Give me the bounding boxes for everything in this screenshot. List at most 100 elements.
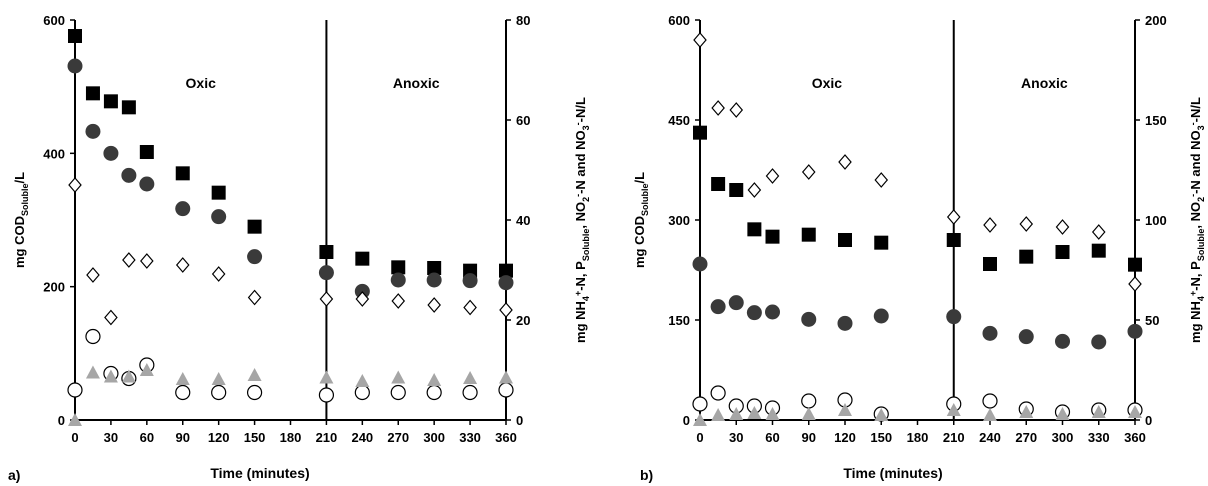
data-point-diamond-open <box>693 32 707 48</box>
x-tick-label: 60 <box>140 430 154 445</box>
data-point-circle-filled <box>462 273 478 289</box>
data-point-triangle <box>211 372 226 385</box>
x-tick-label: 240 <box>351 430 373 445</box>
data-point-diamond-open <box>765 168 780 184</box>
x-tick-label: 90 <box>802 430 816 445</box>
data-point-circle-open <box>692 396 708 412</box>
x-tick-label: 120 <box>208 430 230 445</box>
data-point-diamond-open <box>874 172 889 188</box>
data-point-diamond-open <box>319 291 334 307</box>
data-point-diamond-open <box>68 177 82 193</box>
x-tick-label: 300 <box>1052 430 1074 445</box>
data-point-triangle <box>391 370 406 384</box>
x-tick-label: 120 <box>834 430 856 445</box>
data-point-triangle <box>355 374 370 387</box>
phase-label: Oxic <box>812 75 843 91</box>
data-point-diamond-open <box>983 217 997 233</box>
data-point-circle-filled <box>1018 329 1034 345</box>
x-tick-label: 0 <box>696 430 703 445</box>
data-point-square <box>355 251 370 266</box>
phase-label: Anoxic <box>393 75 440 91</box>
data-point-triangle <box>463 371 478 384</box>
y-right-axis-label: mg NH4+-N, PSoluble, NO2--N and NO3--N/L <box>1188 97 1206 343</box>
data-point-circle-filled <box>498 275 514 291</box>
panel-label: a) <box>8 467 20 483</box>
x-tick-label: 150 <box>244 430 266 445</box>
panel-b: 0 30 60 90 120 150 180 210 240 270 300 330 360 0 150 30… <box>632 13 1206 483</box>
y-left-tick-label: 600 <box>43 13 65 28</box>
x-tick-label: 270 <box>387 430 409 445</box>
y-right-tick-label: 100 <box>1145 213 1167 228</box>
y-left-axis-label: mg CODSoluble/L <box>12 172 30 268</box>
data-point-square <box>247 219 262 234</box>
data-point-triangle <box>946 403 961 416</box>
data-point-diamond-open <box>122 252 136 268</box>
data-point-circle-filled <box>85 123 101 139</box>
data-point-diamond-open <box>86 267 100 283</box>
data-point-diamond-open <box>463 299 477 316</box>
data-point-triangle <box>874 408 889 421</box>
y-left-tick-label: 600 <box>668 13 690 28</box>
data-point-diamond-open <box>499 302 513 318</box>
data-point-square <box>85 86 100 101</box>
x-tick-label: 60 <box>765 430 779 445</box>
data-point-square <box>729 183 744 197</box>
y-left-tick-label: 400 <box>43 146 65 161</box>
x-tick-label: 90 <box>176 430 190 445</box>
data-point-circle-filled <box>746 305 762 321</box>
data-point-diamond-open <box>355 291 370 307</box>
data-point-diamond-open <box>801 164 816 180</box>
data-point-triangle <box>983 408 997 421</box>
data-point-circle-open <box>246 384 263 401</box>
data-point-circle-filled <box>1127 323 1143 339</box>
data-point-triangle <box>765 407 780 420</box>
data-point-circle-open <box>426 384 442 401</box>
data-point-triangle <box>139 363 154 376</box>
data-point-diamond-open <box>104 309 118 326</box>
data-point-triangle <box>85 365 100 379</box>
data-point-square <box>747 222 762 237</box>
data-point-triangle <box>801 407 816 420</box>
data-point-circle-filled <box>67 58 83 74</box>
y-right-axis-label: mg NH4+-N, PSoluble, NO2--N and NO3--N/L <box>573 97 591 343</box>
y-right-tick-label: 60 <box>516 113 530 128</box>
x-tick-label: 330 <box>459 430 481 445</box>
data-point-square <box>1055 245 1070 259</box>
data-point-diamond-open <box>747 182 762 198</box>
y-left-tick-label: 300 <box>668 213 690 228</box>
data-point-triangle <box>729 407 744 420</box>
data-point-circle-filled <box>139 176 155 192</box>
data-point-triangle <box>427 373 442 386</box>
x-tick-label: 150 <box>870 430 892 445</box>
data-point-diamond-open <box>211 266 226 282</box>
y-right-tick-label: 20 <box>516 313 530 328</box>
data-point-square <box>103 94 118 109</box>
data-point-diamond-open <box>711 100 725 116</box>
data-point-triangle <box>838 403 852 416</box>
data-point-diamond-open <box>1091 224 1106 240</box>
data-point-circle-filled <box>103 145 119 161</box>
y-left-tick-label: 450 <box>668 113 690 128</box>
data-point-square <box>1091 243 1106 258</box>
data-point-square <box>711 177 726 191</box>
data-point-circle-filled <box>837 315 853 331</box>
data-point-circle-open <box>354 384 370 401</box>
data-point-circle-filled <box>692 256 708 272</box>
y-right-tick-label: 200 <box>1145 13 1167 28</box>
data-point-square <box>68 29 82 43</box>
data-point-square <box>121 100 136 115</box>
data-point-square <box>838 233 852 247</box>
data-point-triangle <box>1019 405 1034 418</box>
data-point-diamond-open <box>391 293 406 309</box>
y-left-tick-label: 150 <box>668 313 690 328</box>
x-tick-label: 210 <box>943 430 965 445</box>
data-point-circle-filled <box>801 311 817 327</box>
data-point-square <box>319 245 334 259</box>
y-left-tick-label: 0 <box>683 413 690 428</box>
data-point-diamond-open <box>175 257 190 273</box>
data-point-circle-open <box>498 382 514 398</box>
data-point-diamond-open <box>247 289 262 306</box>
data-point-circle-filled <box>710 299 726 315</box>
data-point-diamond-open <box>729 102 744 118</box>
